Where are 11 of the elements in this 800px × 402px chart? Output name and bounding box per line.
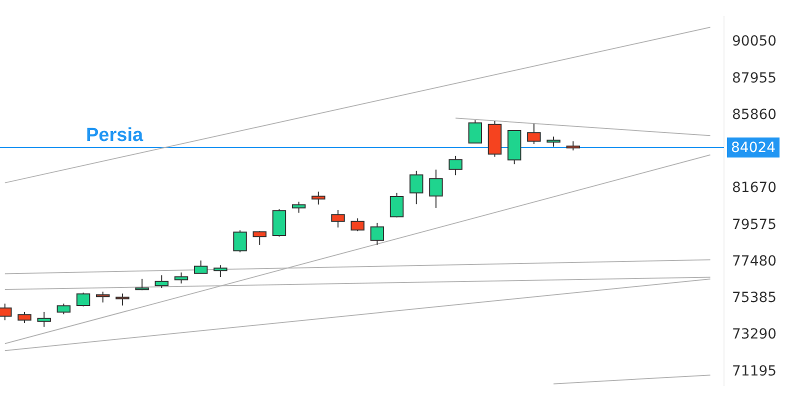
y-tick-label: 90050 [732, 34, 777, 50]
y-tick-label: 73290 [732, 326, 777, 343]
y-tick-label: 85860 [732, 106, 777, 123]
y-tick-label: 87955 [732, 70, 777, 86]
ref-line-label: 84024 [731, 140, 776, 156]
annotation: Persia [86, 125, 144, 146]
y-tick-label: 75385 [732, 290, 777, 306]
y-tick-label: 79575 [732, 216, 777, 233]
y-tick-label: 71195 [732, 363, 777, 380]
y-tick-label: 77480 [732, 253, 777, 270]
y-tick-label: 81670 [732, 180, 777, 196]
